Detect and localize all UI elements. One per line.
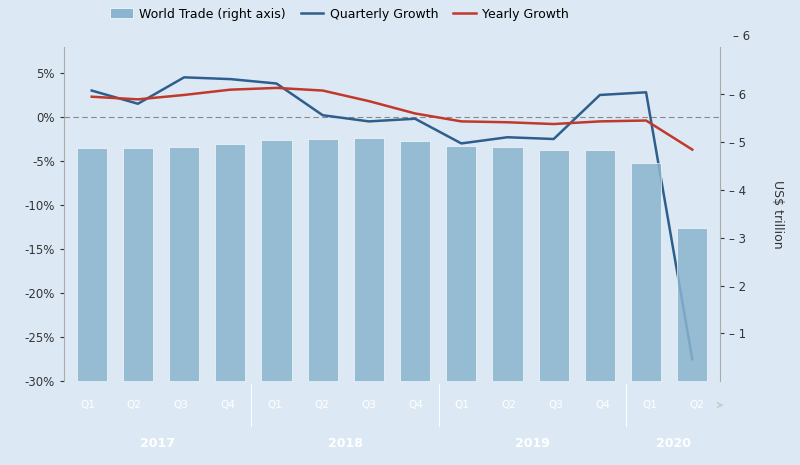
Legend: World Trade (right axis), Quarterly Growth, Yearly Growth: World Trade (right axis), Quarterly Grow… xyxy=(106,2,574,26)
Bar xyxy=(400,141,430,381)
Bar xyxy=(585,150,615,381)
Bar xyxy=(631,163,661,381)
Text: 2019: 2019 xyxy=(515,437,550,450)
Text: Q3: Q3 xyxy=(361,400,376,410)
Bar xyxy=(678,228,707,381)
Bar xyxy=(77,148,106,381)
Bar xyxy=(215,144,246,381)
Bar xyxy=(169,147,199,381)
Text: Q1: Q1 xyxy=(267,400,282,410)
Text: Q3: Q3 xyxy=(174,400,189,410)
Text: Q3: Q3 xyxy=(549,400,563,410)
Text: Q2: Q2 xyxy=(314,400,329,410)
Text: Q1: Q1 xyxy=(642,400,657,410)
Text: Q1: Q1 xyxy=(80,400,95,410)
Text: Q4: Q4 xyxy=(595,400,610,410)
Bar xyxy=(493,147,522,381)
Bar xyxy=(446,146,476,381)
Bar xyxy=(308,139,338,381)
Bar xyxy=(262,140,291,381)
Text: Q1: Q1 xyxy=(455,400,470,410)
Text: 2020: 2020 xyxy=(656,437,690,450)
Bar xyxy=(354,138,384,381)
Text: Q4: Q4 xyxy=(221,400,235,410)
Y-axis label: US$ trillion: US$ trillion xyxy=(771,179,784,248)
Text: Q2: Q2 xyxy=(127,400,142,410)
Bar xyxy=(538,150,569,381)
Text: Q2: Q2 xyxy=(502,400,517,410)
Text: 2018: 2018 xyxy=(328,437,362,450)
Text: 2017: 2017 xyxy=(140,437,175,450)
Text: Q4: Q4 xyxy=(408,400,423,410)
Text: Q2: Q2 xyxy=(689,400,704,410)
Text: – 6: – 6 xyxy=(733,30,750,43)
Bar xyxy=(123,148,153,381)
